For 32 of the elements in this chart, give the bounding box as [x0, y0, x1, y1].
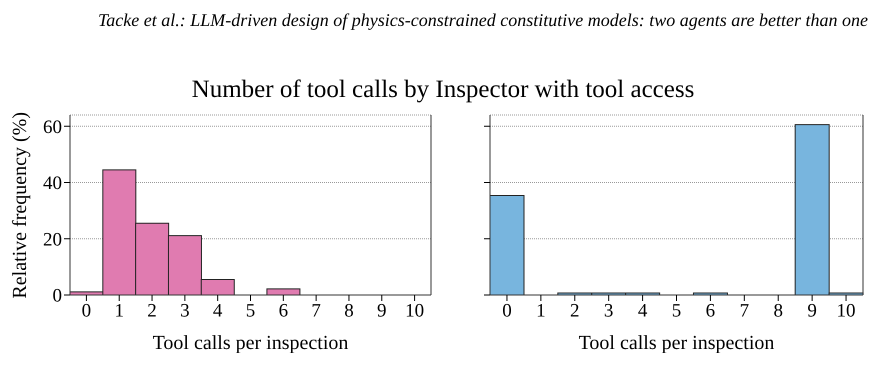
x-tick-label: 7 [311, 300, 321, 322]
x-tick-label: 8 [773, 300, 783, 322]
text: Tacke et al.: LLM-driven design of physics-constrained constitutive models: two agents are better than one [96, 10, 868, 31]
x-tick-label: 5 [246, 300, 256, 322]
chart-title: Number of tool calls by Inspector with tool access [190, 76, 696, 104]
x-tick-label: 2 [570, 300, 580, 322]
x-axis-title: Tool calls per inspection [578, 332, 774, 354]
x-tick-label: 3 [604, 300, 614, 322]
x-tick-label: 8 [344, 300, 354, 322]
y-axis-title: Relative frequency (%) [8, 112, 32, 298]
x-axis-title: Tool calls per inspection [152, 332, 348, 354]
x-tick-label: 2 [147, 300, 157, 322]
y-tick-label: 20 [43, 229, 62, 250]
x-tick-label: 5 [672, 300, 682, 322]
x-tick-label: 1 [536, 300, 546, 322]
x-tick-label: 0 [502, 300, 512, 322]
x-tick-label: 1 [114, 300, 124, 322]
y-tick-label: 40 [43, 173, 62, 194]
x-tick-label: 6 [706, 300, 716, 322]
x-tick-label: 9 [807, 300, 817, 322]
x-tick-label: 10 [836, 300, 856, 322]
x-tick-label: 0 [82, 300, 92, 322]
x-tick-label: 10 [405, 300, 424, 322]
x-tick-label: 4 [212, 300, 223, 322]
x-tick-label: 7 [740, 300, 750, 322]
x-tick-label: 3 [180, 300, 190, 322]
x-tick-label: 6 [278, 300, 288, 322]
x-tick-label: 4 [638, 300, 648, 322]
x-tick-label: 9 [377, 300, 387, 322]
bar [266, 288, 300, 295]
y-tick-label: 0 [52, 286, 62, 307]
y-tick-label: 60 [43, 116, 62, 138]
